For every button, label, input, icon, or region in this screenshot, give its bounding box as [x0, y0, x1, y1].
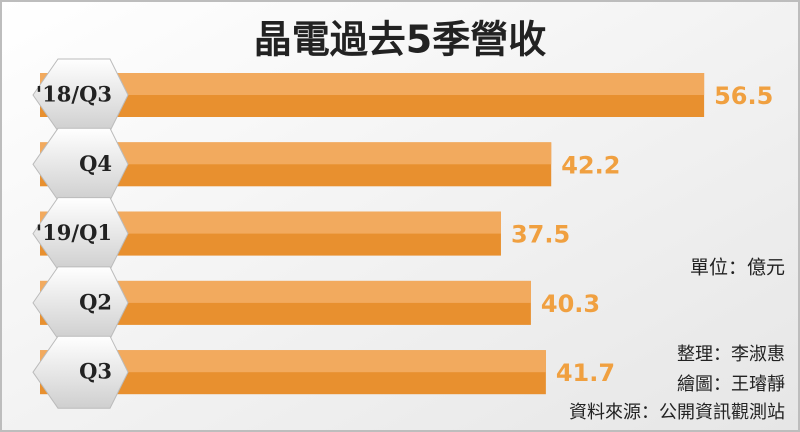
credit: 繪圖：王璿靜 [677, 374, 785, 395]
credit: 整理：李淑惠 [677, 344, 785, 365]
bar-highlight [40, 142, 552, 165]
label-badge [32, 335, 129, 409]
bar-highlight [40, 280, 531, 303]
value-label: 37.5 [511, 221, 570, 249]
y-tick-label: '18/Q3 [36, 82, 112, 107]
bar-highlight [40, 211, 501, 234]
bar-highlight [40, 73, 705, 95]
value-label: 56.5 [714, 82, 773, 110]
value-label: 41.7 [556, 359, 615, 387]
chart-title: 晶電過去5季營收 [254, 18, 546, 62]
unit-note: 單位：億元 [690, 257, 785, 279]
value-label: 42.2 [561, 151, 620, 179]
y-tick-label: Q4 [79, 151, 112, 176]
y-tick-label: Q2 [79, 289, 112, 314]
bar-highlight [40, 350, 546, 373]
y-tick-label: Q3 [79, 359, 112, 384]
y-tick-label: '19/Q1 [36, 220, 112, 245]
value-label: 40.3 [541, 290, 600, 318]
credit: 資料來源：公開資訊觀測站 [569, 402, 785, 423]
